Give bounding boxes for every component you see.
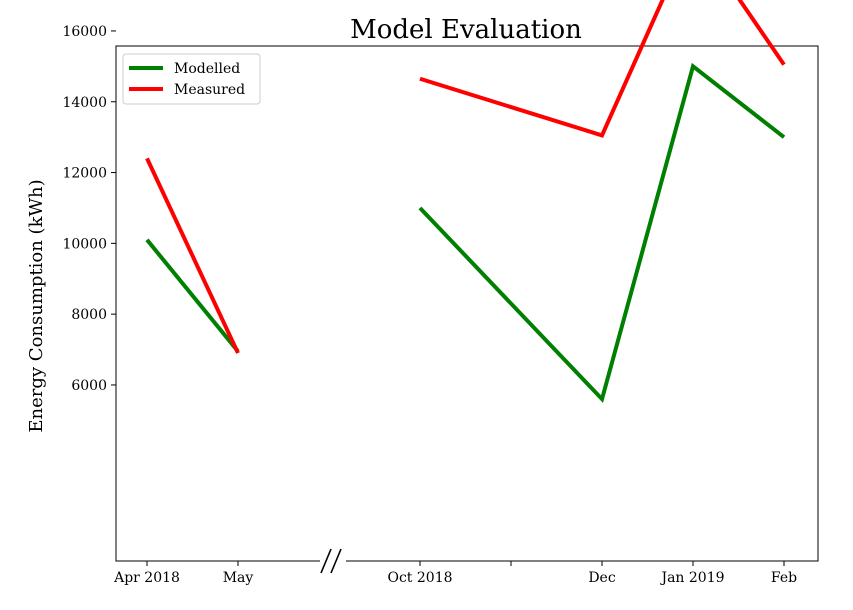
x-tick-label: Apr 2018 (113, 570, 180, 586)
series-line-measured (419, 0, 786, 138)
series-line-modelled (145, 238, 240, 353)
y-tick-label: 14000 (62, 95, 107, 111)
x-tick-label: Dec (588, 570, 616, 586)
x-tick-label: May (223, 570, 254, 586)
plot-area: 600080001000012000140001600018000Apr 201… (62, 0, 819, 586)
y-axis-label: Energy Consumption (kWh) (26, 179, 47, 432)
series-line-modelled (418, 62, 786, 404)
axis-break-mark (320, 548, 332, 574)
y-tick-label: 8000 (71, 307, 107, 323)
y-tick-label: 6000 (71, 378, 107, 394)
plot-frame (115, 45, 819, 562)
x-tick-label: Feb (771, 570, 797, 586)
series-line-measured (145, 157, 240, 354)
y-tick-label: 16000 (62, 24, 107, 40)
chart-title: Model Evaluation (350, 15, 582, 45)
axis-break-mark (330, 548, 342, 574)
y-tick-label: 12000 (62, 166, 107, 182)
x-tick-label: Jan 2019 (659, 570, 724, 586)
y-tick-label: 10000 (62, 236, 107, 252)
axis-break-gap (320, 558, 346, 564)
legend-label-modelled: Modelled (174, 61, 240, 77)
legend: Modelled Measured (122, 53, 261, 105)
legend-label-measured: Measured (174, 82, 245, 98)
x-tick-label: Oct 2018 (387, 570, 452, 586)
